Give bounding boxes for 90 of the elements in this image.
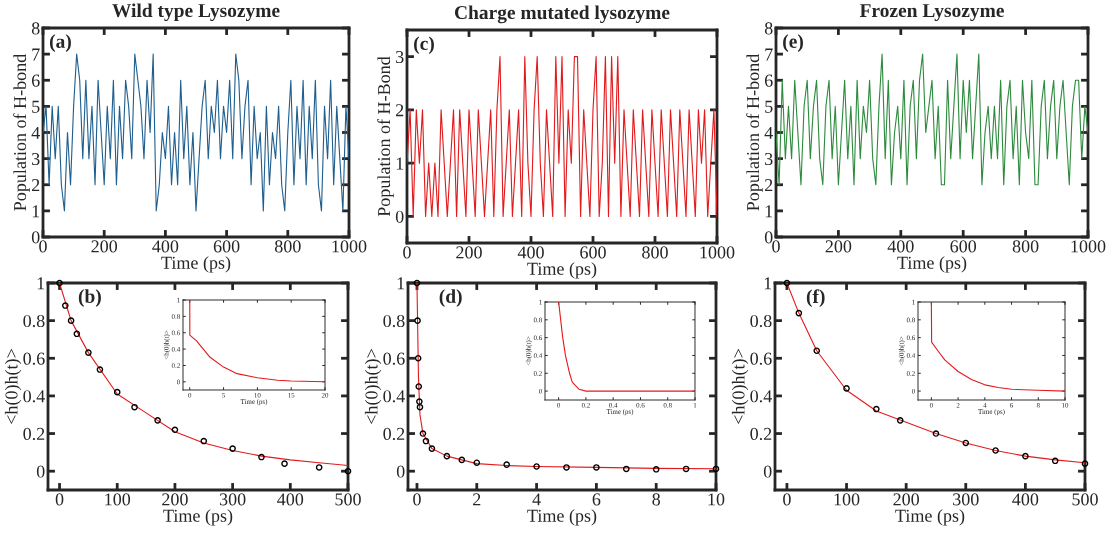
y-tick-label: 7 <box>32 48 40 61</box>
x-tick-label: 500 <box>1072 493 1098 506</box>
y-tick-label: 8 <box>764 22 773 35</box>
y-tick-label: 3 <box>32 152 40 166</box>
x-axis-title: Time (ps) <box>895 509 965 526</box>
x-tick-label: 8 <box>652 493 661 506</box>
x-tick-label: 1000 <box>700 246 735 259</box>
x-tick-label: 6 <box>592 493 601 506</box>
y-tick-label: 1 <box>37 277 45 290</box>
x-tick-label: 400 <box>152 240 179 253</box>
x-tick-label: 0 <box>783 493 791 506</box>
y-tick-label: 0.6 <box>750 352 772 365</box>
y-tick-label: 0.8 <box>383 314 405 328</box>
x-tick-label: 100 <box>105 493 131 506</box>
x-tick-label: 400 <box>517 246 544 259</box>
x-tick-label: 2 <box>473 493 481 506</box>
y-tick-label: 2 <box>395 104 404 117</box>
x-tick-label: 500 <box>335 493 361 506</box>
y-tick-label: 1 <box>764 277 772 290</box>
x-axis-title: Time (ps) <box>163 509 233 526</box>
y-tick-label: 0.6 <box>383 352 405 365</box>
y-tick-label: 6 <box>31 74 40 87</box>
y-tick-label: 0.8 <box>23 314 45 328</box>
x-tick-label: 600 <box>580 246 606 259</box>
y-axis-title: <h(0)h(t)> <box>731 349 749 424</box>
y-tick-label: 3 <box>765 152 773 166</box>
chart-title: Charge mutated lysozyme <box>454 5 670 24</box>
y-tick-label: 1 <box>32 205 40 218</box>
x-tick-label: 400 <box>887 240 914 253</box>
x-tick-label: 1000 <box>332 240 367 253</box>
y-tick-label: 0.2 <box>383 427 405 441</box>
annotation: (c) <box>414 36 434 55</box>
y-tick-label: 0 <box>31 231 40 244</box>
y-tick-label: 0.6 <box>23 352 45 365</box>
x-axis-title: Time (ps) <box>897 256 967 273</box>
y-tick-label: 4 <box>764 126 773 139</box>
annotation: (d) <box>439 289 462 307</box>
x-tick-label: 400 <box>277 493 304 506</box>
y-axis-title: Population of H-bond <box>746 53 763 211</box>
x-tick-label: 200 <box>162 493 188 506</box>
y-axis-title: Population of H-bond <box>13 53 30 211</box>
x-tick-label: 600 <box>950 240 977 253</box>
y-tick-label: 5 <box>32 100 40 113</box>
y-tick-label: 4 <box>31 126 40 139</box>
x-tick-label: 300 <box>953 493 979 506</box>
annotation: (e) <box>783 34 803 52</box>
x-tick-label: 400 <box>1012 493 1039 506</box>
y-tick-label: 2 <box>31 179 40 192</box>
chart-title: Wild type Lysozyme <box>112 3 280 22</box>
x-tick-label: 1000 <box>1071 240 1106 253</box>
y-tick-label: 0 <box>763 465 772 478</box>
y-tick-label: 5 <box>765 100 773 113</box>
y-tick-label: 2 <box>764 179 773 192</box>
y-tick-label: 0 <box>395 210 404 223</box>
x-tick-label: 800 <box>1012 240 1039 253</box>
x-axis-title: Time (ps) <box>527 509 597 526</box>
annotation: (b) <box>78 289 101 307</box>
x-tick-label: 800 <box>642 246 668 259</box>
y-tick-label: 0.8 <box>750 314 772 328</box>
y-tick-label: 0.2 <box>750 427 772 441</box>
y-tick-label: 0 <box>764 231 773 244</box>
y-tick-label: 0 <box>36 465 45 478</box>
y-tick-label: 1 <box>765 205 773 218</box>
y-tick-label: 0.2 <box>23 427 45 441</box>
x-tick-label: 200 <box>825 240 852 253</box>
y-tick-label: 3 <box>396 50 404 64</box>
x-axis-title: Time (ps) <box>527 262 597 279</box>
annotation: (a) <box>49 34 71 52</box>
annotation: (f) <box>806 289 825 308</box>
chart-title: Frozen Lysozyme <box>859 4 1004 22</box>
y-axis-title: <h(0)h(t)> <box>364 349 382 424</box>
x-axis-title: Time (ps) <box>161 256 231 273</box>
y-tick-label: 0 <box>396 465 405 478</box>
y-axis-title: <h(0)h(t)> <box>4 349 22 424</box>
x-tick-label: 0 <box>55 493 64 506</box>
y-tick-label: 1 <box>397 277 405 290</box>
y-tick-label: 6 <box>764 74 773 87</box>
x-tick-label: 100 <box>834 493 860 506</box>
y-tick-label: 1 <box>396 157 404 170</box>
y-tick-label: 8 <box>31 22 40 35</box>
y-tick-label: 7 <box>765 48 773 61</box>
x-tick-label: 10 <box>708 493 725 506</box>
y-axis-title: Population of H-Bond <box>377 56 394 217</box>
x-tick-label: 0 <box>413 493 421 506</box>
x-tick-label: 800 <box>274 240 301 253</box>
x-tick-label: 200 <box>91 240 118 253</box>
x-tick-label: 300 <box>219 493 246 506</box>
x-tick-label: 600 <box>213 240 240 253</box>
x-tick-label: 200 <box>893 493 920 506</box>
x-tick-label: 200 <box>456 246 482 259</box>
